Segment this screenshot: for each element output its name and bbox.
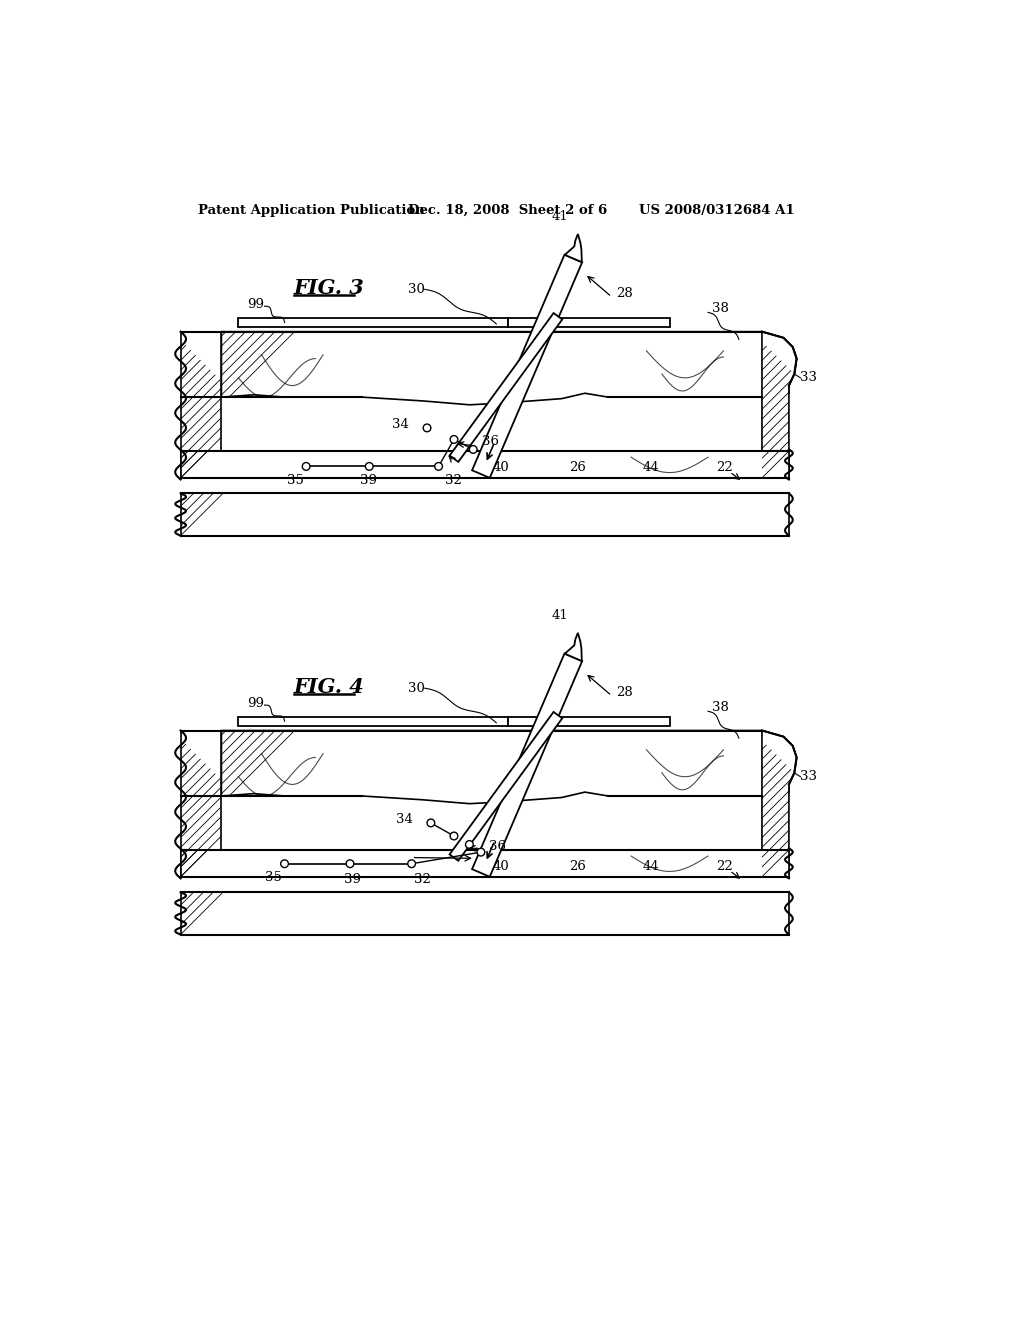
Circle shape xyxy=(451,436,458,444)
Text: 35: 35 xyxy=(287,474,304,487)
Text: US 2008/0312684 A1: US 2008/0312684 A1 xyxy=(639,205,795,218)
Polygon shape xyxy=(221,331,797,405)
Polygon shape xyxy=(239,318,508,327)
Text: Dec. 18, 2008  Sheet 2 of 6: Dec. 18, 2008 Sheet 2 of 6 xyxy=(408,205,607,218)
Circle shape xyxy=(469,446,477,453)
Polygon shape xyxy=(180,892,788,935)
Polygon shape xyxy=(180,451,788,478)
Text: 26: 26 xyxy=(569,861,587,874)
Circle shape xyxy=(435,462,442,470)
Circle shape xyxy=(466,841,473,849)
Circle shape xyxy=(346,859,354,867)
Polygon shape xyxy=(450,711,562,861)
Polygon shape xyxy=(472,255,583,478)
Text: 99: 99 xyxy=(248,298,264,312)
Polygon shape xyxy=(221,730,797,804)
Text: 44: 44 xyxy=(643,462,659,474)
Text: 30: 30 xyxy=(408,681,425,694)
Polygon shape xyxy=(180,730,221,876)
Polygon shape xyxy=(239,717,508,726)
Text: 99: 99 xyxy=(248,697,264,710)
Text: 30: 30 xyxy=(408,282,425,296)
Text: FIG. 3: FIG. 3 xyxy=(294,277,365,298)
Text: 32: 32 xyxy=(444,474,462,487)
Text: 28: 28 xyxy=(615,685,633,698)
Text: 26: 26 xyxy=(569,462,587,474)
Polygon shape xyxy=(565,632,582,661)
Text: 33: 33 xyxy=(801,371,817,384)
Polygon shape xyxy=(762,331,797,478)
Circle shape xyxy=(427,818,435,826)
Text: 33: 33 xyxy=(801,770,817,783)
Circle shape xyxy=(477,849,484,857)
Text: 22: 22 xyxy=(716,462,732,474)
Text: 22: 22 xyxy=(716,861,732,874)
Circle shape xyxy=(408,859,416,867)
Text: 32: 32 xyxy=(414,873,431,886)
Text: 34: 34 xyxy=(396,813,413,825)
Text: 38: 38 xyxy=(712,302,729,315)
Text: 40: 40 xyxy=(493,861,509,874)
Text: 28: 28 xyxy=(615,286,633,300)
Text: 35: 35 xyxy=(265,871,283,884)
Polygon shape xyxy=(472,653,583,876)
Circle shape xyxy=(451,832,458,840)
Polygon shape xyxy=(508,318,670,327)
Polygon shape xyxy=(508,717,670,726)
Text: 44: 44 xyxy=(643,861,659,874)
Text: 34: 34 xyxy=(392,417,410,430)
Text: 39: 39 xyxy=(360,474,377,487)
Circle shape xyxy=(302,462,310,470)
Circle shape xyxy=(423,424,431,432)
Text: 41: 41 xyxy=(552,609,568,622)
Text: 39: 39 xyxy=(344,873,360,886)
Text: 38: 38 xyxy=(712,701,729,714)
Text: FIG. 4: FIG. 4 xyxy=(294,677,365,697)
Polygon shape xyxy=(180,494,788,536)
Polygon shape xyxy=(565,234,582,263)
Text: Patent Application Publication: Patent Application Publication xyxy=(198,205,424,218)
Text: 36: 36 xyxy=(482,436,500,449)
Circle shape xyxy=(281,859,289,867)
Text: 36: 36 xyxy=(488,840,506,853)
Polygon shape xyxy=(762,730,797,876)
Text: 40: 40 xyxy=(493,462,509,474)
Polygon shape xyxy=(180,331,221,478)
Polygon shape xyxy=(180,850,788,876)
Circle shape xyxy=(366,462,373,470)
Text: 41: 41 xyxy=(552,210,568,223)
Polygon shape xyxy=(450,313,562,462)
